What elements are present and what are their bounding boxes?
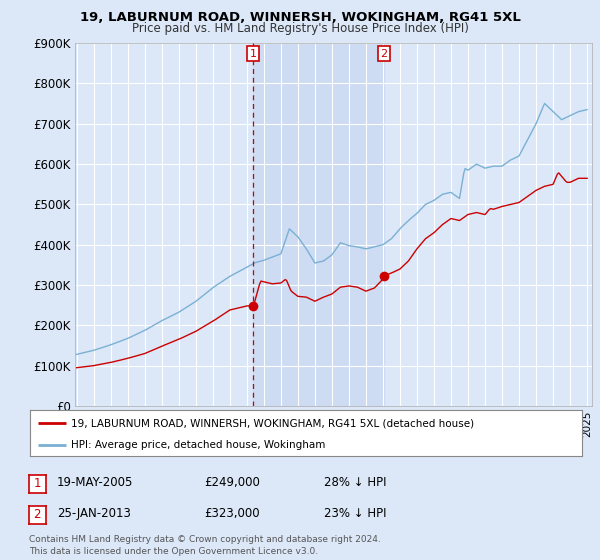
- Text: 25-JAN-2013: 25-JAN-2013: [57, 507, 131, 520]
- Text: 1: 1: [250, 49, 257, 59]
- Text: 2: 2: [34, 508, 41, 521]
- Text: £323,000: £323,000: [204, 507, 260, 520]
- Text: 19, LABURNUM ROAD, WINNERSH, WOKINGHAM, RG41 5XL (detached house): 19, LABURNUM ROAD, WINNERSH, WOKINGHAM, …: [71, 418, 475, 428]
- Text: 1: 1: [34, 477, 41, 491]
- Text: Contains HM Land Registry data © Crown copyright and database right 2024.
This d: Contains HM Land Registry data © Crown c…: [29, 535, 380, 556]
- Text: 19-MAY-2005: 19-MAY-2005: [57, 476, 133, 489]
- Bar: [253, 43, 384, 406]
- Text: 19, LABURNUM ROAD, WINNERSH, WOKINGHAM, RG41 5XL: 19, LABURNUM ROAD, WINNERSH, WOKINGHAM, …: [80, 11, 520, 24]
- Text: Price paid vs. HM Land Registry's House Price Index (HPI): Price paid vs. HM Land Registry's House …: [131, 22, 469, 35]
- Text: £249,000: £249,000: [204, 476, 260, 489]
- Text: 23% ↓ HPI: 23% ↓ HPI: [324, 507, 386, 520]
- Text: HPI: Average price, detached house, Wokingham: HPI: Average price, detached house, Woki…: [71, 440, 326, 450]
- Text: 28% ↓ HPI: 28% ↓ HPI: [324, 476, 386, 489]
- Text: 2: 2: [380, 49, 388, 59]
